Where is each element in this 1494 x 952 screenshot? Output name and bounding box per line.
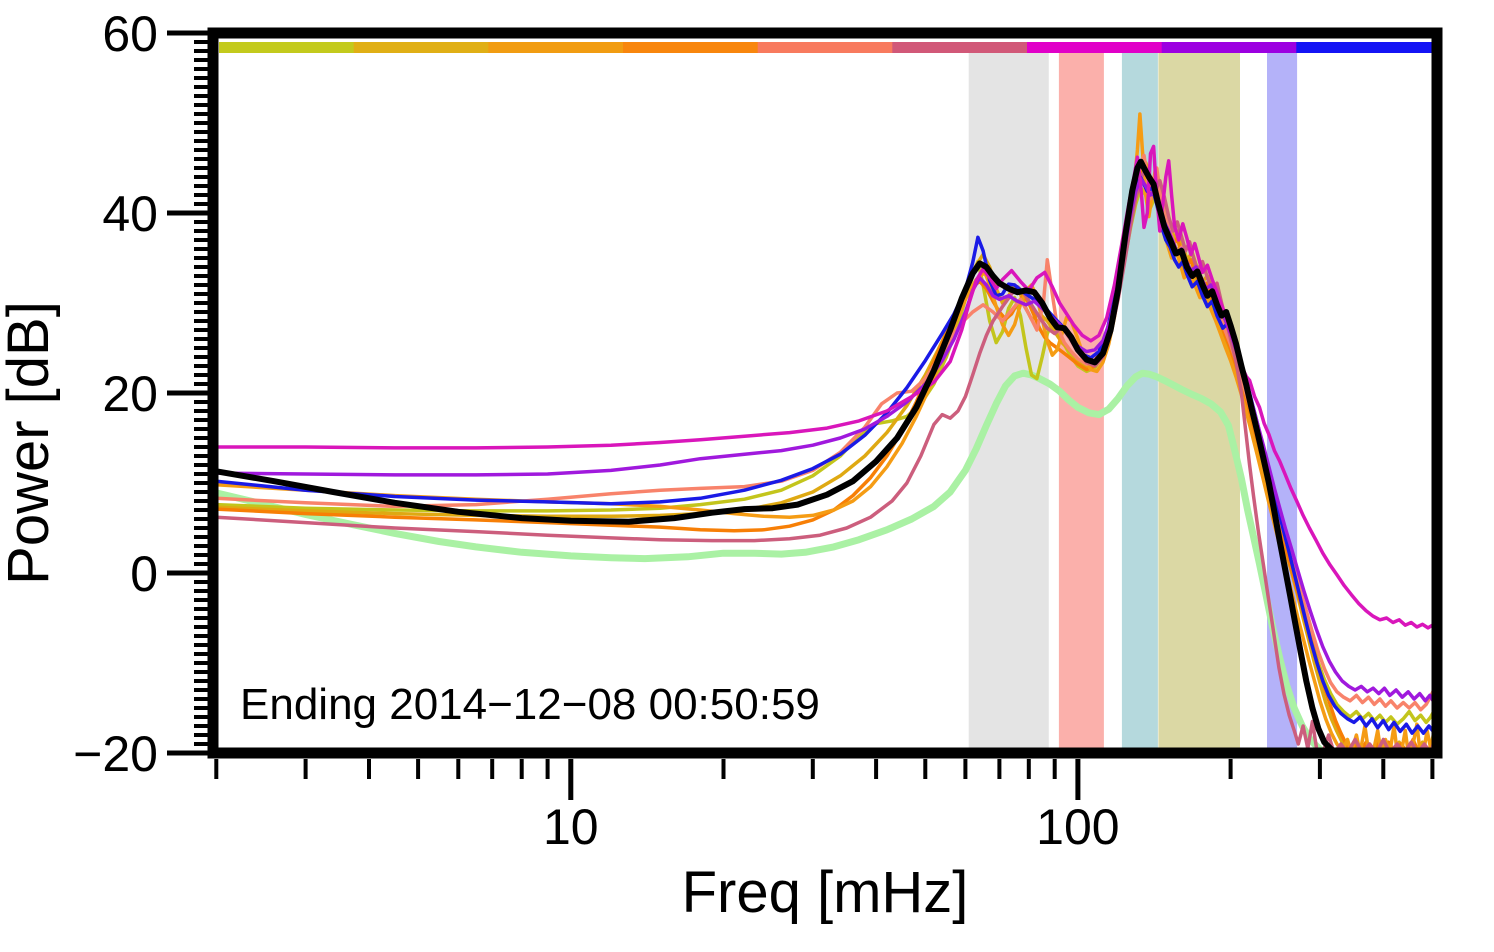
axis-ticks	[167, 30, 1435, 800]
colorbar-segment-2	[353, 42, 489, 53]
colorbar-segment-7	[1027, 42, 1163, 53]
y-tick-label-60: 60	[102, 6, 158, 62]
y-tick-label-0: 0	[130, 546, 158, 602]
series-window-2-gold	[214, 160, 1437, 753]
series-window-7-magenta	[214, 144, 1437, 630]
x-tick-label-100: 100	[1036, 799, 1119, 855]
band-lavender	[1267, 53, 1298, 748]
series-window-1-olive	[214, 186, 1437, 726]
x-tick-label-10: 10	[543, 799, 599, 855]
colorbar-segment-3	[488, 42, 624, 53]
colorbar-segment-6	[892, 42, 1028, 53]
y-tick-label--20: −20	[73, 726, 158, 782]
colorbar-segment-9	[1296, 42, 1432, 53]
band-gray	[968, 53, 1049, 748]
time-window-colorbar	[219, 42, 1432, 53]
series-reference-green	[213, 369, 1346, 753]
x-axis-title: Freq [mHz]	[682, 860, 969, 925]
series-mean-black	[213, 158, 1437, 753]
axis-tick-labels: 10 100 60 40 20 0 −20	[73, 6, 1119, 855]
y-tick-label-40: 40	[102, 186, 158, 242]
colorbar-segment-4	[623, 42, 759, 53]
series-window-6-rose	[214, 166, 1437, 753]
colorbar-segment-1	[219, 42, 355, 53]
series-group	[213, 112, 1437, 753]
y-tick-label-20: 20	[102, 366, 158, 422]
series-window-9-blue	[214, 173, 1437, 735]
colorbar-segment-8	[1161, 42, 1297, 53]
colorbar-segment-5	[757, 42, 893, 53]
shaded-bands	[968, 53, 1298, 748]
band-teal	[1121, 53, 1158, 748]
ending-time-annotation: Ending 2014−12−08 00:50:59	[240, 680, 820, 729]
plot-frame	[207, 27, 1443, 759]
y-axis-title: Power [dB]	[0, 301, 61, 585]
